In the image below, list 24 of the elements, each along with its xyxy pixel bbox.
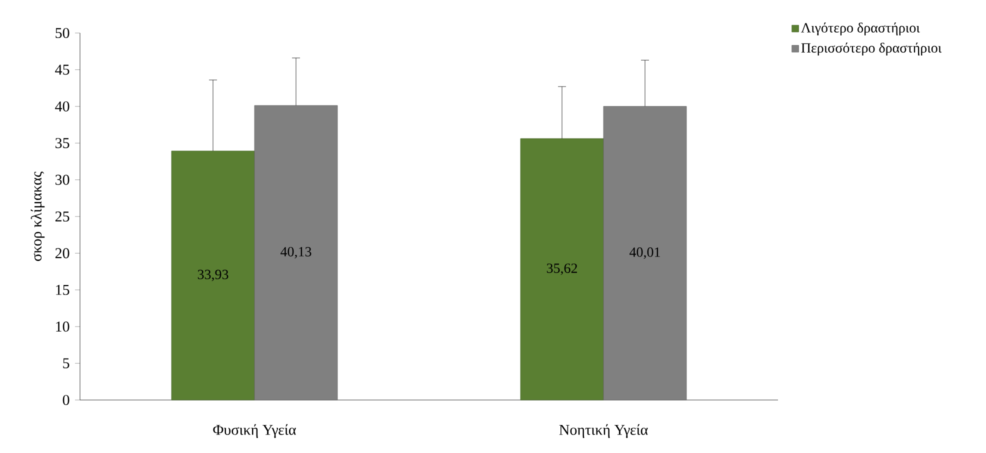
- bar: [171, 150, 255, 400]
- bar: [603, 106, 687, 400]
- data-label: 40,13: [280, 246, 312, 258]
- y-tick-label: 25: [55, 211, 70, 222]
- y-tick-label: 30: [56, 174, 70, 185]
- bar: [254, 105, 338, 400]
- x-tick-label: Νοητική Υγεία: [559, 424, 648, 438]
- y-tick-label: 35: [56, 138, 70, 148]
- legend-label: Λιγότερο δραστήριοι: [801, 22, 920, 36]
- data-label: 40,01: [630, 247, 660, 259]
- legend-label: Περισσότερο δραστήριοι: [801, 42, 942, 56]
- bar: [520, 138, 604, 400]
- y-tick-label: 50: [56, 28, 70, 38]
- y-tick-label: 15: [56, 284, 70, 295]
- data-label: 33,93: [198, 270, 228, 282]
- x-tick-label: Φυσική Υγεία: [213, 424, 296, 438]
- y-tick-label: 5: [63, 358, 70, 368]
- y-tick-label: 0: [62, 394, 70, 406]
- y-tick-label: 40: [55, 101, 70, 112]
- y-tick-label: 45: [55, 64, 70, 75]
- y-tick-label: 10: [56, 322, 70, 332]
- data-label: 35,62: [546, 264, 577, 275]
- y-axis-title: σκορ κλίμακας: [30, 172, 45, 261]
- y-tick-label: 20: [55, 248, 70, 258]
